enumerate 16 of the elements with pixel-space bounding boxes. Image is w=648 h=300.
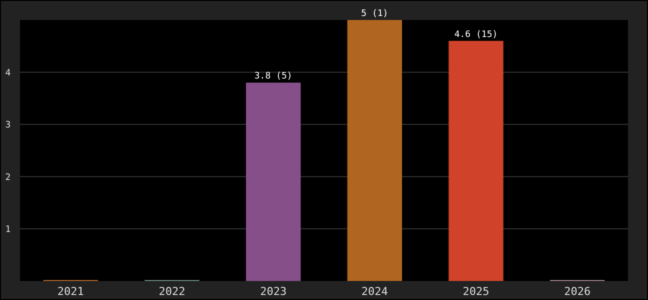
x-tick-label: 2023 (260, 285, 287, 298)
bar (448, 40, 504, 281)
data-label: 5 (1) (361, 9, 388, 19)
bar (246, 82, 301, 281)
x-tick-label: 2024 (361, 285, 388, 298)
y-tick-label: 3 (5, 120, 11, 131)
data-label: 3.8 (5) (254, 72, 292, 82)
data-label: 4.6 (15) (454, 30, 498, 40)
y-tick-label: 4 (5, 68, 11, 78)
x-tick-label: 2025 (462, 285, 490, 298)
y-tick-label: 2 (5, 172, 11, 183)
x-tick-label: 2022 (158, 285, 186, 298)
x-tick-label: 2026 (564, 285, 591, 298)
y-tick-label: 1 (5, 224, 11, 235)
x-tick-label: 2021 (57, 285, 84, 298)
bar (347, 20, 402, 281)
